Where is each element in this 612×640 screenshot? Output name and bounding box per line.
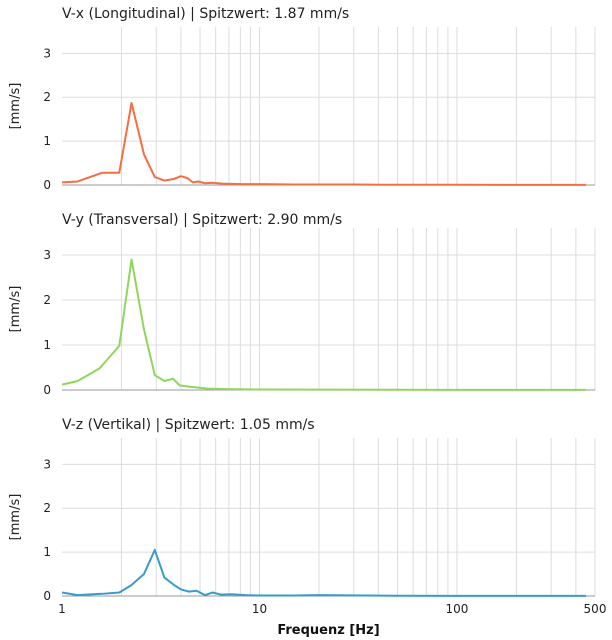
- x-axis-label: Frequenz [Hz]: [277, 623, 379, 638]
- y-tick-label: 2: [43, 90, 51, 104]
- x-tick-label: 10: [252, 602, 267, 616]
- series-line: [61, 258, 586, 391]
- y-tick-label: 1: [43, 545, 51, 559]
- y-axis-label: [mm/s]: [8, 494, 23, 541]
- x-tick-label: 500: [584, 602, 607, 616]
- y-axis-label: [mm/s]: [8, 286, 23, 333]
- x-tick-label: 100: [446, 602, 469, 616]
- y-tick-label: 2: [43, 293, 51, 307]
- y-tick-label: 2: [43, 501, 51, 515]
- y-tick-label: 3: [43, 457, 51, 471]
- panel-title: V-x (Longitudinal) | Spitzwert: 1.87 mm/…: [62, 6, 349, 22]
- panel-title: V-z (Vertikal) | Spitzwert: 1.05 mm/s: [62, 417, 315, 433]
- y-tick-label: 1: [43, 338, 51, 352]
- y-tick-label: 3: [43, 46, 51, 60]
- y-tick-label: 0: [43, 178, 51, 192]
- panel-title: V-y (Transversal) | Spitzwert: 2.90 mm/s: [62, 212, 342, 228]
- series-line: [61, 548, 586, 597]
- y-tick-label: 3: [43, 248, 51, 262]
- y-tick-label: 1: [43, 134, 51, 148]
- series-line: [61, 101, 586, 186]
- x-tick-label: 1: [58, 602, 66, 616]
- y-tick-label: 0: [43, 589, 51, 603]
- y-axis-label: [mm/s]: [8, 83, 23, 130]
- y-tick-label: 0: [43, 383, 51, 397]
